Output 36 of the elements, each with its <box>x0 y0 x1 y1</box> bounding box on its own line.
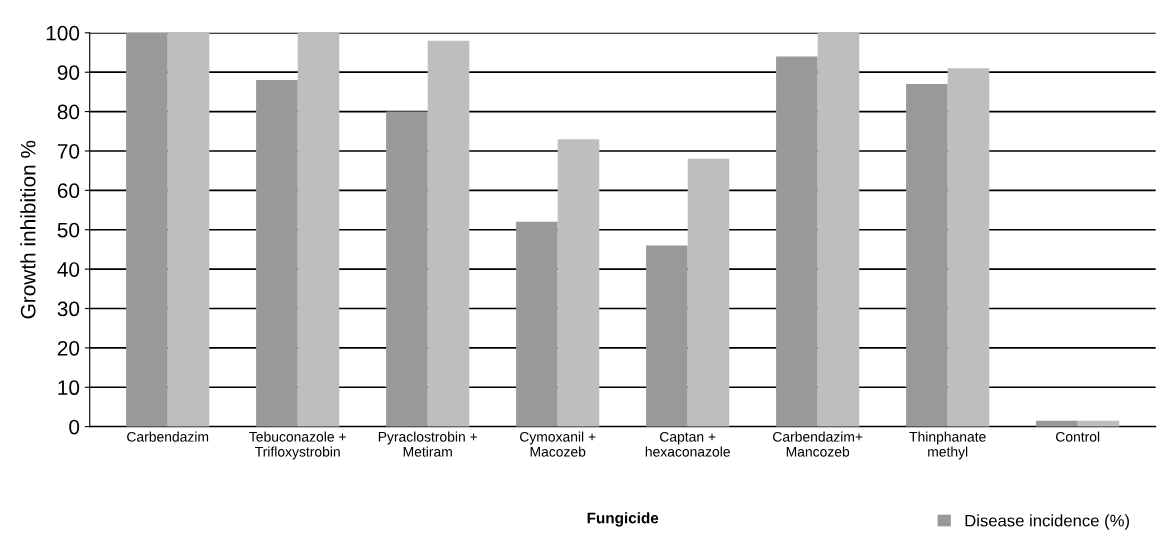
x-tick-label: Thinphanate methyl <box>909 431 986 460</box>
bar <box>646 245 688 427</box>
bar <box>386 111 428 427</box>
y-tick-label: 30 <box>57 301 80 317</box>
x-axis-title: Fungicide <box>587 512 659 527</box>
bar <box>126 32 168 427</box>
x-tick-label: Captan + hexaconazole <box>645 431 730 457</box>
bar <box>776 56 818 427</box>
bar <box>256 80 298 427</box>
x-tick-label: Tebuconazole + Trifloxystrobin <box>249 431 346 460</box>
x-tick-label: Control <box>1056 431 1100 442</box>
x-tick-label: Carbendazim+ Mancozeb <box>773 431 863 457</box>
bar <box>297 32 340 427</box>
bar <box>516 221 558 427</box>
bar <box>947 68 990 427</box>
y-tick-label: 20 <box>57 340 80 356</box>
bar <box>427 40 470 427</box>
y-tick-label: 0 <box>69 419 80 435</box>
x-tick-label: Cymoxanil + Macozeb <box>520 431 596 457</box>
bar <box>687 158 730 427</box>
legend-label: Disease incidence (%) <box>965 514 1129 530</box>
bar <box>557 139 600 427</box>
y-axis-title: Growth inhibition % <box>20 140 36 319</box>
x-tick-label: Pyraclostrobin + Metiram <box>378 431 477 457</box>
bar <box>906 84 948 427</box>
y-tick-label: 10 <box>58 380 80 396</box>
bar <box>167 32 210 427</box>
y-tick-label: 60 <box>57 183 80 199</box>
y-tick-label: 50 <box>57 222 80 238</box>
y-tick-label: 40 <box>57 262 80 277</box>
bar <box>817 32 860 427</box>
y-tick-label: 80 <box>57 104 80 120</box>
x-tick-label: Carbendazim <box>127 431 209 442</box>
y-tick-label: 90 <box>57 65 80 80</box>
y-tick-label: 100 <box>46 25 80 41</box>
y-tick-label: 70 <box>57 143 80 159</box>
